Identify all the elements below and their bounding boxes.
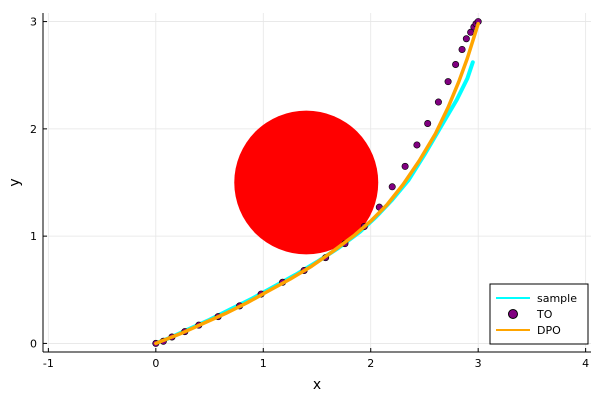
legend-swatch-to [508, 309, 518, 319]
axes [42, 13, 591, 353]
data-point [462, 35, 470, 43]
data-point [413, 141, 421, 149]
data-point [452, 60, 460, 68]
x-tick-label: 4 [582, 357, 589, 370]
x-tick-label: 0 [152, 357, 159, 370]
data-point [444, 78, 452, 86]
legend-box [489, 283, 589, 345]
plot-area [152, 18, 482, 347]
y-axis-label: y [7, 178, 23, 186]
legend-label-dpo: DPO [537, 324, 561, 337]
y-tick-label: 2 [30, 123, 37, 136]
x-tick-label: -1 [43, 357, 54, 370]
data-point [424, 119, 432, 127]
x-tick-label: 2 [367, 357, 374, 370]
y-tick-label: 3 [30, 16, 37, 29]
series-line-dpo [154, 21, 480, 346]
x-tick-label: 1 [260, 357, 267, 370]
legend-label-to: TO [536, 308, 553, 321]
x-tick-label: 3 [475, 357, 482, 370]
tick-labels: -1 0 1 2 3 4 0 1 2 3 [30, 16, 589, 370]
data-point [458, 45, 466, 53]
legend-label-sample: sample [537, 292, 577, 305]
obstacle-circle [234, 110, 379, 255]
data-point [401, 162, 409, 170]
x-axis-label: x [313, 377, 321, 393]
legend: sample TO DPO [489, 283, 589, 345]
y-tick-label: 0 [30, 337, 37, 350]
data-point [388, 183, 396, 191]
y-tick-label: 1 [30, 230, 37, 243]
data-point [434, 98, 442, 106]
